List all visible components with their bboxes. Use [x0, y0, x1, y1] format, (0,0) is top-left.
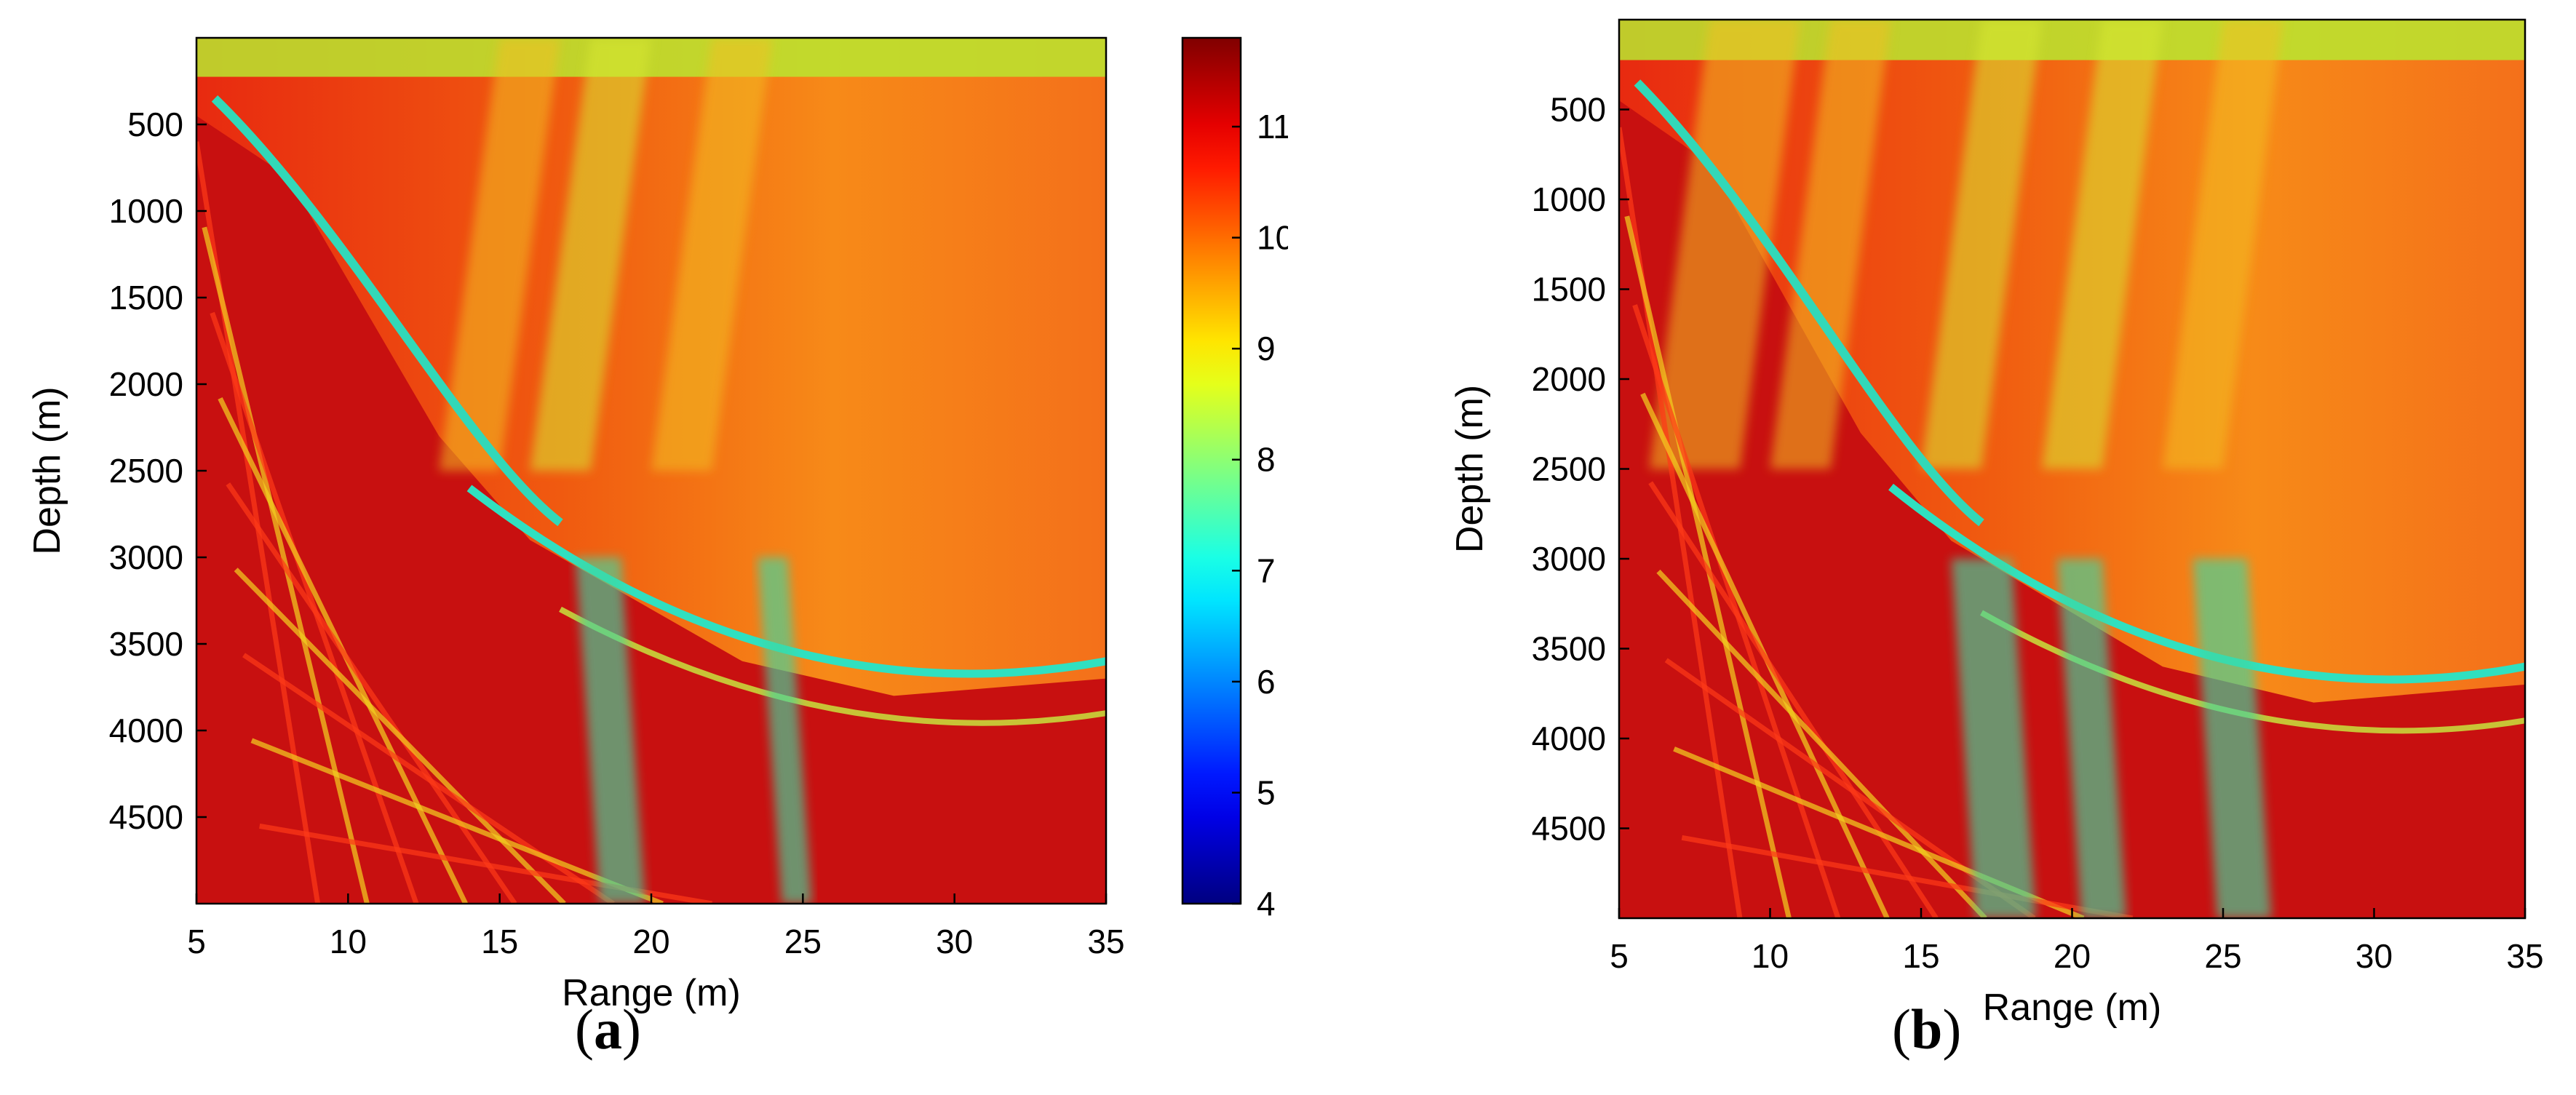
- colorbar-tick-label: 5: [1257, 773, 1276, 811]
- heatmap-lower-band: [757, 557, 812, 904]
- heatmap-lower-band: [2056, 559, 2127, 918]
- heatmap-striation: [226, 482, 517, 904]
- colorbar-tick-label: 4: [1257, 885, 1276, 923]
- panel-label-a: (a): [575, 998, 641, 1061]
- x-tick-label: 15: [481, 923, 518, 960]
- y-tick-label: 4000: [1532, 720, 1606, 757]
- heatmap-upper-streak: [439, 38, 560, 471]
- x-tick-label: 30: [936, 923, 973, 960]
- x-axis-label: Range (m): [562, 972, 741, 1014]
- heatmap-field: [1619, 20, 2525, 918]
- heatmap-striation: [1681, 835, 2134, 918]
- x-tick-label: 25: [784, 923, 822, 960]
- x-tick-label: 10: [1752, 937, 1789, 975]
- heatmap-upper-streak: [1921, 20, 2042, 469]
- y-axis-label: Depth (m): [26, 386, 68, 554]
- heatmap-striation: [1656, 569, 1987, 918]
- heatmap-striation: [1648, 481, 1939, 918]
- y-tick-label: 4000: [109, 712, 183, 749]
- y-tick-label: 1000: [109, 192, 183, 230]
- heatmap-chart-a: 5 10 15 20 25 30 35 500 1000 1500 2000 2500 3000 3500…: [26, 36, 1288, 1014]
- x-tick-label: 35: [1087, 923, 1124, 960]
- x-tick-label: 15: [1902, 937, 1939, 975]
- y-tick-label: 3500: [1532, 630, 1606, 668]
- y-tick-label: 3000: [1532, 540, 1606, 578]
- heatmap-lower-band: [575, 557, 645, 904]
- y-tick-label: 1500: [109, 279, 183, 316]
- y-tick-label: 2000: [109, 365, 183, 403]
- heatmap-upper-streak: [1649, 20, 1800, 469]
- y-tick-label: 2000: [1532, 360, 1606, 398]
- figure-panel-a: 5 10 15 20 25 30 35 500 1000 1500 2000 2500 3000 3500…: [26, 36, 1288, 1061]
- heatmap-high-region: [1619, 100, 2525, 918]
- x-tick-label: 35: [2506, 937, 2543, 975]
- figure-panel-b: 5 10 15 20 25 30 35 500 1000 1500 2000 2500 3000 3500…: [1288, 0, 2576, 1095]
- heatmap-upper-streak: [530, 38, 651, 471]
- y-tick-label: 500: [1550, 91, 1606, 129]
- heatmap-field: [196, 38, 1106, 904]
- heatmap-boundary-upper: [211, 95, 563, 527]
- heatmap-high-region: [196, 116, 1106, 904]
- heatmap-striation: [234, 568, 566, 904]
- y-tick-label: 500: [127, 105, 183, 143]
- x-tick-label: 20: [632, 923, 669, 960]
- heatmap-upper-streak: [2163, 20, 2283, 469]
- colorbar-tick-label: 7: [1257, 552, 1276, 589]
- colorbar-tick-label: 8: [1257, 441, 1276, 479]
- heatmap-upper-streak: [651, 38, 773, 471]
- colorbar-tick-label: 9: [1257, 330, 1276, 367]
- heatmap-lower-band: [1951, 559, 2036, 918]
- y-tick-label: 2500: [1532, 450, 1606, 488]
- colorbar-tick-label: 11: [1257, 108, 1288, 146]
- x-tick-label: 25: [2204, 937, 2241, 975]
- x-tick-label: 20: [2054, 937, 2091, 975]
- y-tick-label: 3500: [109, 625, 183, 663]
- x-tick-label: 5: [1610, 937, 1629, 975]
- panel-label-b: (b): [1892, 998, 1962, 1061]
- heatmap-striation: [250, 738, 664, 904]
- y-tick-label: 2500: [109, 452, 183, 490]
- x-tick-label: 5: [187, 923, 206, 960]
- heatmap-top-band: [196, 38, 1106, 77]
- x-tick-label: 10: [330, 923, 367, 960]
- heatmap-chart-b: 5 10 15 20 25 30 35 500 1000 1500 2000 2500 3000 3500…: [1449, 18, 2544, 1029]
- x-axis-label: Range (m): [1983, 987, 2162, 1029]
- y-tick-label: 3000: [109, 538, 183, 576]
- colorbar: [1181, 36, 1242, 905]
- x-tick-label: 30: [2356, 937, 2393, 975]
- y-tick-label: 4500: [1532, 810, 1606, 848]
- heatmap-upper-streak: [2042, 20, 2163, 469]
- colorbar-tick-label: 6: [1257, 663, 1276, 701]
- heatmap-boundary-bowl-2: [559, 606, 1106, 726]
- colorbar-tick-label: 10: [1257, 219, 1288, 257]
- heatmap-lower-band: [2193, 559, 2272, 918]
- heatmap-boundary-upper: [1634, 79, 1984, 527]
- y-axis-label: Depth (m): [1449, 385, 1491, 553]
- y-tick-label: 1000: [1532, 180, 1606, 218]
- heatmap-upper-streak: [1770, 20, 1891, 469]
- y-tick-label: 1500: [1532, 271, 1606, 308]
- y-tick-label: 4500: [109, 798, 183, 836]
